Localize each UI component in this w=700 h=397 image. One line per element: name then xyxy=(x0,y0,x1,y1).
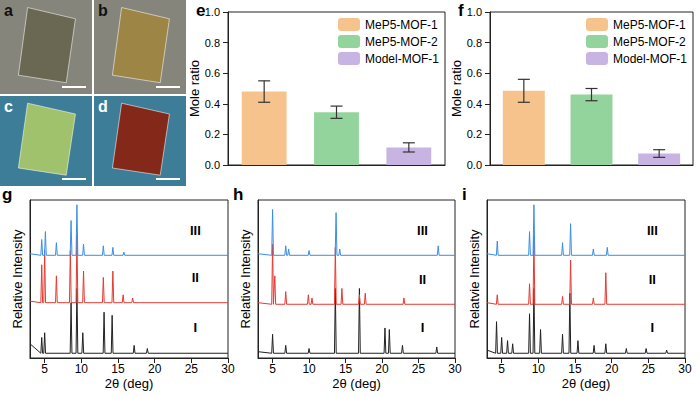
svg-text:Mole ratio: Mole ratio xyxy=(449,60,464,117)
svg-text:25: 25 xyxy=(412,362,426,376)
svg-text:15: 15 xyxy=(111,362,125,376)
svg-text:III: III xyxy=(647,223,658,238)
svg-text:Model-MOF-1: Model-MOF-1 xyxy=(613,52,687,66)
svg-text:25: 25 xyxy=(185,362,199,376)
svg-text:c: c xyxy=(4,98,13,115)
svg-text:20: 20 xyxy=(605,362,619,376)
svg-text:0.4: 0.4 xyxy=(467,98,482,110)
svg-text:g: g xyxy=(2,185,12,204)
svg-text:30: 30 xyxy=(221,362,235,376)
svg-text:2θ (deg): 2θ (deg) xyxy=(105,376,153,391)
svg-text:d: d xyxy=(98,98,108,115)
svg-text:0.6: 0.6 xyxy=(205,67,220,79)
svg-text:0.6: 0.6 xyxy=(467,67,482,79)
svg-text:III: III xyxy=(417,223,428,238)
svg-text:III: III xyxy=(190,223,201,238)
svg-text:f: f xyxy=(458,1,464,20)
svg-text:0.0: 0.0 xyxy=(205,159,220,171)
svg-text:0.8: 0.8 xyxy=(467,37,482,49)
svg-text:e: e xyxy=(196,1,205,20)
svg-text:10: 10 xyxy=(75,362,89,376)
svg-text:1.0: 1.0 xyxy=(205,6,220,18)
svg-text:II: II xyxy=(419,272,426,287)
svg-text:I: I xyxy=(194,320,198,335)
svg-text:10: 10 xyxy=(302,362,316,376)
svg-text:2θ (deg): 2θ (deg) xyxy=(332,376,380,391)
svg-text:20: 20 xyxy=(148,362,162,376)
svg-text:MeP5-MOF-2: MeP5-MOF-2 xyxy=(365,35,438,49)
svg-text:II: II xyxy=(649,272,656,287)
svg-text:0.4: 0.4 xyxy=(205,98,220,110)
svg-text:h: h xyxy=(233,185,243,204)
svg-text:10: 10 xyxy=(532,362,546,376)
svg-text:Relative Intensity: Relative Intensity xyxy=(238,229,253,328)
svg-text:MeP5-MOF-1: MeP5-MOF-1 xyxy=(613,18,686,32)
svg-text:30: 30 xyxy=(678,362,692,376)
svg-text:0.8: 0.8 xyxy=(205,37,220,49)
svg-text:I: I xyxy=(421,320,425,335)
svg-text:2θ (deg): 2θ (deg) xyxy=(562,376,610,391)
svg-text:0.0: 0.0 xyxy=(467,159,482,171)
svg-text:I: I xyxy=(651,320,655,335)
svg-text:30: 30 xyxy=(448,362,462,376)
svg-text:Mole ratio: Mole ratio xyxy=(187,60,202,117)
svg-text:5: 5 xyxy=(41,362,48,376)
svg-text:MeP5-MOF-1: MeP5-MOF-1 xyxy=(365,18,438,32)
svg-text:0.2: 0.2 xyxy=(205,128,220,140)
svg-text:Relatvie Intensity: Relatvie Intensity xyxy=(467,229,482,328)
svg-text:20: 20 xyxy=(375,362,389,376)
svg-text:Relative Intensity: Relative Intensity xyxy=(10,229,25,328)
svg-text:Model-MOF-1: Model-MOF-1 xyxy=(365,52,439,66)
svg-text:b: b xyxy=(98,2,108,19)
svg-text:II: II xyxy=(192,270,199,285)
svg-text:1.0: 1.0 xyxy=(467,6,482,18)
svg-text:25: 25 xyxy=(642,362,656,376)
svg-text:5: 5 xyxy=(498,362,505,376)
svg-text:MeP5-MOF-2: MeP5-MOF-2 xyxy=(613,35,686,49)
svg-text:0.2: 0.2 xyxy=(467,128,482,140)
svg-text:15: 15 xyxy=(568,362,582,376)
svg-text:15: 15 xyxy=(339,362,353,376)
svg-text:5: 5 xyxy=(269,362,276,376)
svg-text:i: i xyxy=(462,185,467,204)
svg-text:a: a xyxy=(4,2,13,19)
